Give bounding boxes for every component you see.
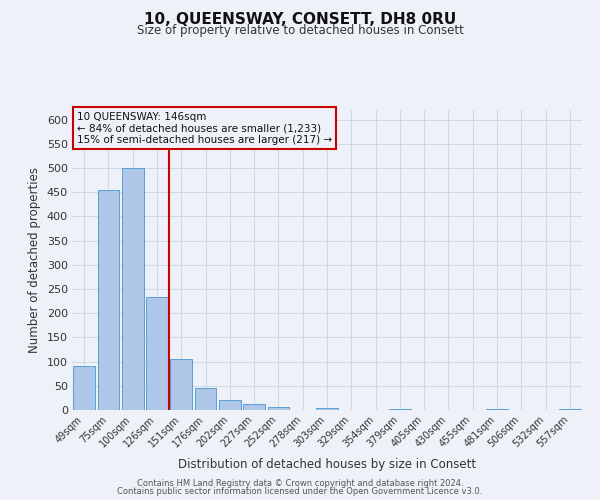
Bar (194, 388, 217, 410)
Bar (73, 366, 95, 410)
Bar (97, 190, 119, 410)
Text: 10, QUEENSWAY, CONSETT, DH8 0RU: 10, QUEENSWAY, CONSETT, DH8 0RU (144, 12, 456, 28)
Bar (122, 168, 143, 410)
Text: 10 QUEENSWAY: 146sqm
← 84% of detached houses are smaller (1,233)
15% of semi-de: 10 QUEENSWAY: 146sqm ← 84% of detached h… (77, 112, 332, 144)
Bar (316, 408, 338, 410)
Text: Size of property relative to detached houses in Consett: Size of property relative to detached ho… (137, 24, 463, 37)
Bar (268, 406, 289, 410)
Text: Contains public sector information licensed under the Open Government Licence v3: Contains public sector information licen… (118, 487, 482, 496)
Bar (170, 359, 192, 410)
Bar (243, 404, 265, 410)
Bar (559, 408, 581, 410)
Y-axis label: Number of detached properties: Number of detached properties (28, 167, 41, 353)
Bar (146, 298, 168, 410)
X-axis label: Distribution of detached houses by size in Consett: Distribution of detached houses by size … (178, 458, 476, 470)
Text: Contains HM Land Registry data © Crown copyright and database right 2024.: Contains HM Land Registry data © Crown c… (137, 478, 463, 488)
Bar (389, 408, 411, 410)
Bar (486, 408, 508, 410)
Bar (219, 400, 241, 410)
